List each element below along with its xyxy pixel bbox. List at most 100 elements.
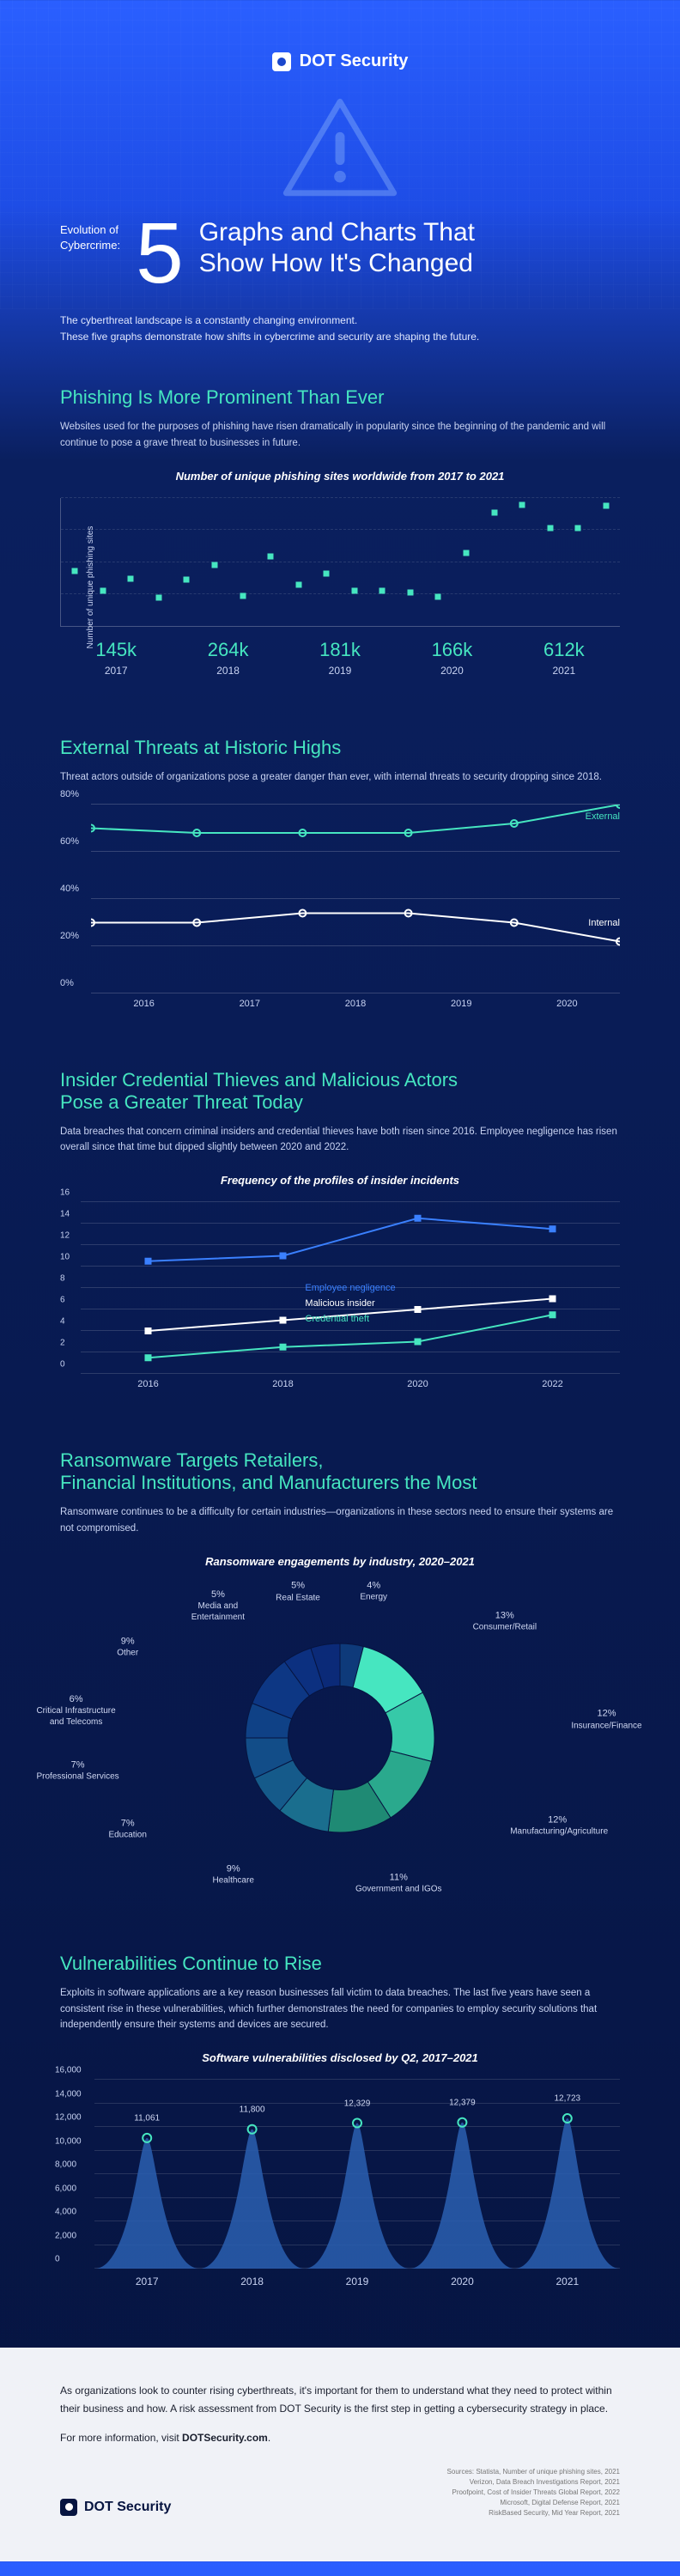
donut-label: 13%Consumer/Retail	[458, 1609, 552, 1632]
s1-year: 2019	[284, 665, 396, 677]
s3-ytick: 4	[60, 1317, 65, 1327]
section-insider: Insider Credential Thieves and Malicious…	[60, 1069, 620, 1390]
s2-legend-external: External	[586, 811, 620, 822]
s5-year: 2018	[199, 2275, 304, 2287]
phishing-point	[72, 568, 78, 574]
s3-ytick: 2	[60, 1339, 65, 1348]
s5-chart: 02,0004,0006,0008,00010,00012,00014,0001…	[94, 2080, 620, 2287]
s2-ytick: 80%	[60, 789, 79, 799]
s5-ytick: 10,000	[55, 2136, 82, 2146]
section-external: External Threats at Historic Highs Threa…	[60, 737, 620, 1008]
s3-year: 2022	[485, 1379, 620, 1389]
s2-ytick: 40%	[60, 884, 79, 894]
phishing-point	[351, 587, 357, 593]
section-phishing: Phishing Is More Prominent Than Ever Web…	[60, 386, 620, 677]
s1-year: 2021	[508, 665, 620, 677]
phishing-point	[268, 553, 274, 559]
s2-year: 2020	[514, 999, 620, 1009]
footer-logo: DOT Security	[60, 2495, 171, 2518]
s2-desc: Threat actors outside of organizations p…	[60, 769, 620, 785]
s2-ytick: 20%	[60, 931, 79, 941]
s5-ytick: 8,000	[55, 2160, 76, 2170]
s2-ytick: 0%	[60, 978, 74, 988]
s2-year: 2017	[197, 999, 302, 1009]
donut-label: 11%Government and IGOs	[351, 1871, 446, 1894]
s4-donut: 4%Energy13%Consumer/Retail12%Insurance/F…	[60, 1583, 620, 1893]
vuln-peak	[94, 2138, 199, 2269]
brand-logo-icon	[272, 52, 291, 71]
phishing-point	[575, 525, 581, 531]
phishing-point	[603, 502, 609, 508]
phishing-point	[407, 590, 413, 596]
phishing-point	[184, 577, 190, 583]
s1-year-value: 612k	[508, 639, 620, 661]
donut-label: 12%Manufacturing/Agriculture	[510, 1814, 604, 1837]
s5-chart-title: Software vulnerabilities disclosed by Q2…	[60, 2051, 620, 2064]
s2-heading: External Threats at Historic Highs	[60, 737, 620, 759]
s3-ytick: 6	[60, 1296, 65, 1305]
vuln-peak	[199, 2129, 304, 2269]
warning-icon	[60, 97, 620, 200]
s4-heading-1: Ransomware Targets Retailers,	[60, 1449, 620, 1472]
phishing-point	[295, 582, 301, 588]
vuln-peak	[410, 2123, 514, 2269]
hero-intro: The cyberthreat landscape is a constantl…	[60, 313, 620, 345]
s3-legend: Employee negligenceMalicious insiderCred…	[305, 1281, 395, 1327]
s3-ytick: 12	[60, 1231, 70, 1241]
donut-label: 6%Critical Infrastructure and Telecoms	[29, 1693, 124, 1728]
phishing-point	[240, 592, 246, 598]
s3-ytick: 0	[60, 1360, 65, 1370]
phishing-point	[324, 571, 330, 577]
s5-year: 2017	[94, 2275, 199, 2287]
s3-heading-2: Pose a Greater Threat Today	[60, 1091, 620, 1114]
brand-logo: DOT Security	[60, 52, 620, 71]
s2-chart: 0%20%40%60%80%ExternalInternal 201620172…	[60, 805, 620, 1009]
s2-year: 2019	[409, 999, 514, 1009]
s1-year: 2020	[396, 665, 507, 677]
s3-year: 2018	[216, 1379, 350, 1389]
section-ransomware: Ransomware Targets Retailers, Financial …	[60, 1449, 620, 1893]
s5-ytick: 0	[55, 2255, 60, 2264]
phishing-point	[379, 587, 386, 593]
s3-ytick: 16	[60, 1188, 70, 1198]
s4-chart-title: Ransomware engagements by industry, 2020…	[60, 1555, 620, 1568]
s5-ytick: 16,000	[55, 2066, 82, 2075]
s1-year-value: 145k	[60, 639, 172, 661]
hero-title-2: Show How It's Changed	[199, 248, 475, 279]
s5-ytick: 2,000	[55, 2231, 76, 2240]
hero: Evolution of Cybercrime: 5 Graphs and Ch…	[60, 217, 620, 290]
phishing-point	[100, 587, 106, 593]
s3-desc: Data breaches that concern criminal insi…	[60, 1124, 620, 1156]
hero-pre-2: Cybercrime:	[60, 238, 120, 253]
s3-heading-1: Insider Credential Thieves and Malicious…	[60, 1069, 620, 1091]
donut-label: 7%Education	[81, 1817, 175, 1840]
s3-ytick: 10	[60, 1253, 70, 1262]
footer-more-prefix: For more information, visit	[60, 2432, 182, 2444]
s5-ytick: 14,000	[55, 2089, 82, 2099]
s1-heading: Phishing Is More Prominent Than Ever	[60, 386, 620, 409]
s3-year: 2020	[350, 1379, 485, 1389]
s5-heading: Vulnerabilities Continue to Rise	[60, 1953, 620, 1975]
s5-year: 2020	[410, 2275, 514, 2287]
phishing-point	[212, 562, 218, 568]
s2-year: 2016	[91, 999, 197, 1009]
s1-year: 2018	[172, 665, 283, 677]
phishing-point	[463, 550, 469, 556]
s4-desc: Ransomware continues to be a difficulty …	[60, 1504, 620, 1536]
footer-link: DOTSecurity.com	[182, 2432, 268, 2444]
s1-year-value: 166k	[396, 639, 507, 661]
donut-label: 9%Other	[81, 1636, 175, 1659]
hero-pre-1: Evolution of	[60, 222, 120, 238]
s2-ytick: 60%	[60, 836, 79, 847]
s2-legend-internal: Internal	[588, 918, 620, 928]
vuln-peak	[515, 2118, 620, 2269]
s5-ytick: 12,000	[55, 2113, 82, 2123]
phishing-point	[519, 502, 525, 508]
s2-year: 2018	[302, 999, 408, 1009]
phishing-point	[491, 510, 497, 516]
s3-chart: 0246810121416Employee negligenceMaliciou…	[60, 1202, 620, 1389]
phishing-point	[435, 593, 441, 599]
hero-number: 5	[136, 217, 184, 290]
s3-ytick: 8	[60, 1274, 65, 1284]
s3-ytick: 14	[60, 1210, 70, 1219]
